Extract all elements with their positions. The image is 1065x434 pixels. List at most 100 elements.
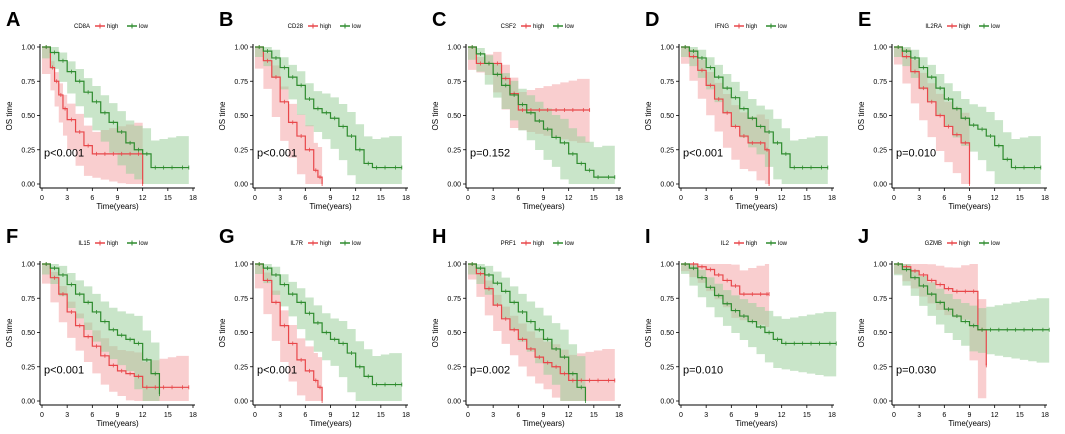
y-axis-label: OS time bbox=[431, 101, 440, 130]
legend-label-high: high bbox=[107, 24, 118, 30]
x-tick-label: 0 bbox=[679, 195, 683, 202]
y-tick-label: 0.50 bbox=[447, 330, 461, 337]
x-tick-label: 6 bbox=[90, 195, 94, 202]
x-tick-label: 0 bbox=[679, 412, 683, 419]
x-tick-label: 0 bbox=[466, 412, 470, 419]
y-tick-label: 0.75 bbox=[873, 296, 887, 303]
x-tick-label: 9 bbox=[116, 195, 120, 202]
legend-label-low: low bbox=[565, 24, 575, 30]
panel-e: E IL2RA high low 0.00 0.25 0.50 0.75 1.00 0 3 6 9 12 1… bbox=[857, 9, 1049, 211]
x-axis-label: Time(years) bbox=[309, 202, 352, 211]
x-tick-label: 18 bbox=[1041, 195, 1049, 202]
x-tick-label: 12 bbox=[565, 195, 573, 202]
ci-band-low bbox=[681, 264, 837, 377]
x-tick-label: 15 bbox=[803, 412, 811, 419]
x-tick-label: 15 bbox=[377, 412, 385, 419]
panel-g: G IL7R high low 0.00 0.25 0.50 0.75 1.00 0 3 6 9 12 15… bbox=[218, 226, 410, 428]
y-tick-label: 0.25 bbox=[873, 364, 887, 371]
p-value: p<0.001 bbox=[257, 365, 297, 377]
legend-title: IL2RA bbox=[925, 24, 942, 30]
p-value: p=0.010 bbox=[896, 148, 936, 160]
y-tick-label: 0.00 bbox=[447, 182, 461, 189]
y-tick-label: 1.00 bbox=[21, 262, 35, 269]
x-tick-label: 3 bbox=[65, 195, 69, 202]
x-axis-label: Time(years) bbox=[96, 202, 139, 211]
x-axis-label: Time(years) bbox=[735, 202, 778, 211]
legend-label-high: high bbox=[320, 241, 331, 247]
legend-label-high: high bbox=[533, 24, 544, 30]
p-value: p=0.010 bbox=[683, 365, 723, 377]
panel-letter: D bbox=[645, 9, 659, 31]
legend-label-low: low bbox=[991, 241, 1001, 247]
km-curve-high bbox=[255, 263, 323, 401]
legend-label-low: low bbox=[139, 241, 149, 247]
panel-b: B CD28 high low 0.00 0.25 0.50 0.75 1.00 0 3 6 9 12 15… bbox=[218, 9, 410, 211]
y-axis-label: OS time bbox=[857, 318, 866, 347]
ci-band-low bbox=[681, 47, 828, 184]
x-tick-label: 6 bbox=[90, 412, 94, 419]
legend-label-high: high bbox=[107, 241, 118, 247]
ci-band-high bbox=[894, 47, 970, 184]
x-axis-label: Time(years) bbox=[735, 419, 778, 428]
x-tick-label: 0 bbox=[253, 195, 257, 202]
x-axis-label: Time(years) bbox=[522, 419, 565, 428]
x-tick-label: 9 bbox=[755, 195, 759, 202]
y-tick-label: 0.75 bbox=[660, 79, 674, 86]
p-value: p=0.152 bbox=[470, 148, 510, 160]
x-tick-label: 12 bbox=[778, 195, 786, 202]
x-tick-label: 18 bbox=[828, 412, 836, 419]
km-curve-low bbox=[255, 263, 402, 386]
y-tick-label: 0.75 bbox=[234, 79, 248, 86]
x-tick-label: 3 bbox=[65, 412, 69, 419]
x-tick-label: 6 bbox=[303, 412, 307, 419]
y-tick-label: 0.75 bbox=[21, 296, 35, 303]
x-tick-label: 6 bbox=[516, 195, 520, 202]
km-curve-low bbox=[681, 46, 828, 169]
x-tick-label: 18 bbox=[189, 195, 197, 202]
x-tick-label: 0 bbox=[892, 412, 896, 419]
km-curve-low bbox=[894, 263, 1050, 331]
legend-title: IFNG bbox=[715, 24, 730, 30]
panel-c: C CSF2 high low 0.00 0.25 0.50 0.75 1.00 0 3 6 9 12 15… bbox=[431, 9, 623, 211]
p-value: p<0.001 bbox=[257, 148, 297, 160]
ci-band-low bbox=[894, 47, 1041, 184]
y-tick-label: 0.00 bbox=[873, 399, 887, 406]
y-axis-label: OS time bbox=[218, 101, 227, 130]
x-tick-label: 6 bbox=[729, 195, 733, 202]
legend-label-high: high bbox=[533, 241, 544, 247]
x-tick-label: 12 bbox=[352, 412, 360, 419]
y-tick-label: 0.50 bbox=[873, 113, 887, 120]
legend-title: CD8A bbox=[74, 24, 90, 30]
x-tick-label: 18 bbox=[1041, 412, 1049, 419]
panel-i: I IL2 high low 0.00 0.25 0.50 0.75 1.00 0 3 6 9 12 15 1… bbox=[644, 226, 837, 428]
x-tick-label: 18 bbox=[402, 195, 410, 202]
y-tick-label: 0.75 bbox=[660, 296, 674, 303]
km-curve-high bbox=[894, 263, 987, 366]
y-tick-label: 0.00 bbox=[21, 182, 35, 189]
panel-d: D IFNG high low 0.00 0.25 0.50 0.75 1.00 0 3 6 9 12 15… bbox=[644, 9, 836, 211]
y-tick-label: 0.25 bbox=[234, 364, 248, 371]
panel-letter: H bbox=[432, 226, 446, 248]
ci-band-low bbox=[468, 47, 615, 184]
panel-letter: G bbox=[219, 226, 235, 248]
x-tick-label: 3 bbox=[278, 412, 282, 419]
x-tick-label: 12 bbox=[139, 195, 147, 202]
y-tick-label: 0.00 bbox=[21, 399, 35, 406]
legend-title: PRF1 bbox=[501, 241, 517, 247]
y-tick-label: 0.75 bbox=[873, 79, 887, 86]
km-curve-low bbox=[468, 263, 587, 401]
p-value: p<0.001 bbox=[44, 365, 84, 377]
y-tick-label: 0.00 bbox=[234, 399, 248, 406]
y-tick-label: 0.75 bbox=[447, 79, 461, 86]
x-tick-label: 3 bbox=[278, 195, 282, 202]
y-tick-label: 0.50 bbox=[873, 330, 887, 337]
x-tick-label: 15 bbox=[803, 195, 811, 202]
y-tick-label: 0.00 bbox=[873, 182, 887, 189]
legend-label-high: high bbox=[746, 24, 757, 30]
x-tick-label: 18 bbox=[615, 412, 623, 419]
x-tick-label: 3 bbox=[704, 195, 708, 202]
legend-label-low: low bbox=[352, 24, 362, 30]
y-tick-label: 0.25 bbox=[660, 147, 674, 154]
ci-band-low bbox=[42, 264, 160, 401]
legend-title: CD28 bbox=[288, 24, 304, 30]
